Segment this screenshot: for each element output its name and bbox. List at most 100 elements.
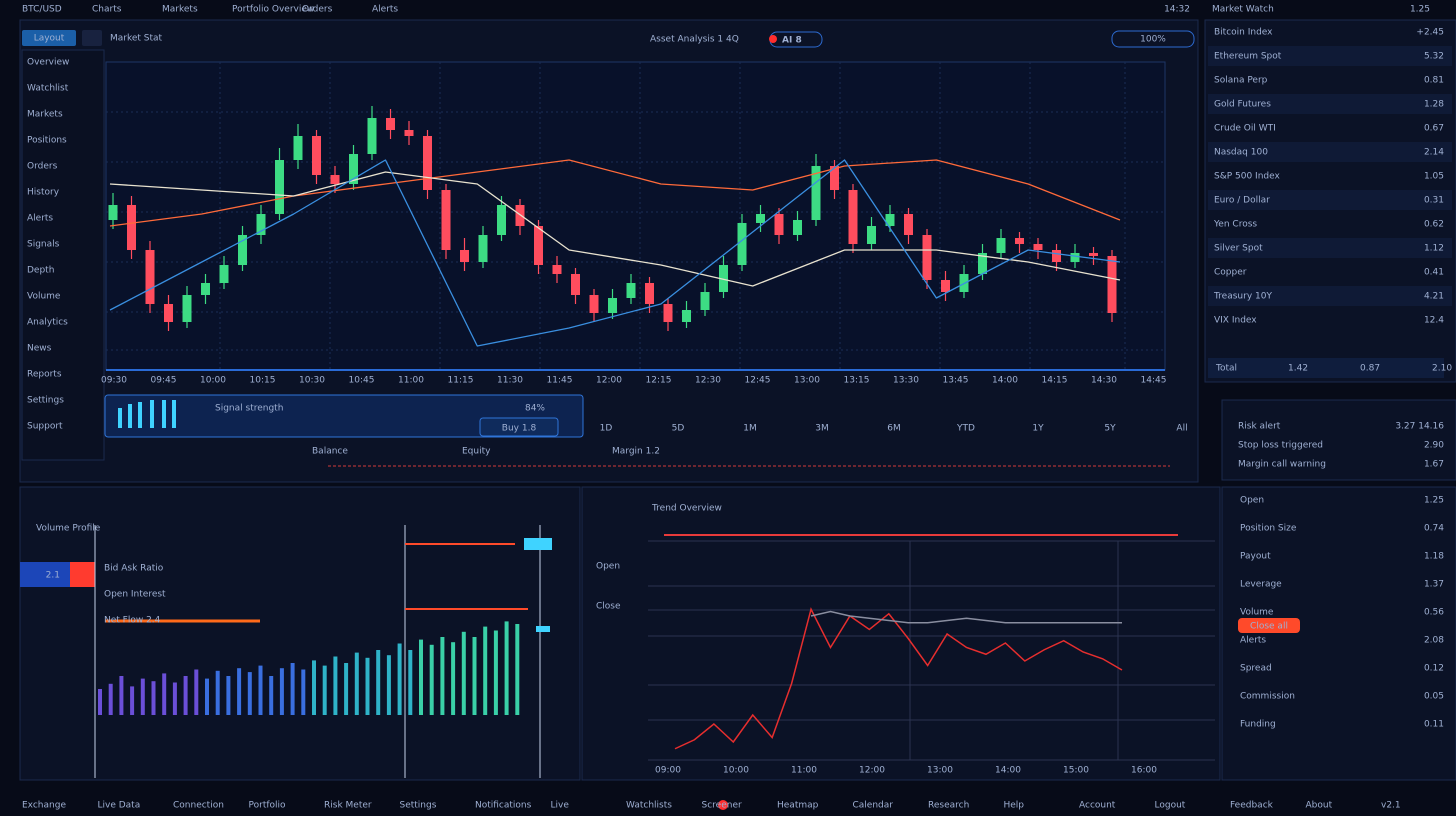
left-menu-item[interactable]: Depth: [27, 266, 54, 276]
range-tab[interactable]: 5Y: [1104, 424, 1116, 434]
detail-name: Commission: [1240, 692, 1295, 702]
left-menu-item[interactable]: Reports: [27, 370, 62, 380]
footer-item[interactable]: Live: [551, 801, 570, 811]
candle-body: [1089, 253, 1098, 256]
left-menu-item[interactable]: Settings: [27, 396, 64, 406]
time-label: 14:45: [1141, 376, 1167, 386]
range-tab[interactable]: 1D: [600, 424, 613, 434]
range-tab[interactable]: YTD: [956, 424, 975, 434]
footer-item[interactable]: Live Data: [98, 801, 141, 811]
volume-bar: [344, 663, 348, 715]
watch-row-name[interactable]: Copper: [1214, 268, 1247, 278]
zoom[interactable]: 100%: [1140, 35, 1166, 45]
price-marker: [536, 626, 550, 632]
candle-body: [183, 295, 192, 322]
left-menu-item[interactable]: History: [27, 188, 60, 198]
volume-bar: [184, 676, 188, 715]
trend-x-label: 09:00: [655, 766, 681, 776]
footer-item[interactable]: Exchange: [22, 801, 66, 811]
footer-item[interactable]: Calendar: [853, 801, 894, 811]
left-menu-item[interactable]: Orders: [27, 162, 58, 172]
volume-bar: [387, 655, 391, 715]
volume-bar: [323, 666, 327, 715]
watch-row-name[interactable]: S&P 500 Index: [1214, 172, 1281, 182]
left-menu-item[interactable]: Alerts: [27, 214, 53, 224]
watch-row-name[interactable]: Crude Oil WTI: [1214, 124, 1276, 134]
candle-body: [331, 175, 340, 184]
candle-body: [164, 304, 173, 322]
candle-body: [775, 214, 784, 235]
watch-row-name[interactable]: Nasdaq 100: [1214, 148, 1268, 158]
footer-item[interactable]: About: [1306, 801, 1333, 811]
top-menu-item[interactable]: Orders: [302, 5, 333, 15]
left-menu-item[interactable]: Positions: [27, 136, 67, 146]
watch-row-name[interactable]: Euro / Dollar: [1214, 196, 1270, 206]
watch-row-name[interactable]: Solana Perp: [1214, 76, 1268, 86]
candle-body: [997, 238, 1006, 253]
top-menu-item[interactable]: BTC/USD: [22, 5, 62, 15]
watch-row-value: 0.67: [1424, 124, 1444, 134]
left-menu-item[interactable]: Overview: [27, 58, 69, 68]
detail-value: 0.05: [1424, 692, 1444, 702]
left-menu-item[interactable]: Support: [27, 422, 63, 432]
left-menu-item[interactable]: Volume: [27, 292, 61, 302]
left-menu-item[interactable]: Analytics: [27, 318, 68, 328]
footer-item[interactable]: Screener: [702, 801, 742, 811]
left-menu-item[interactable]: Signals: [27, 240, 60, 250]
candle-body: [405, 130, 414, 136]
candle-body: [627, 283, 636, 298]
candle-body: [423, 136, 432, 190]
footer-item[interactable]: Watchlists: [626, 801, 672, 811]
volume-bar: [473, 637, 477, 715]
footer-item[interactable]: Research: [928, 801, 969, 811]
footer-item[interactable]: Feedback: [1230, 801, 1274, 811]
badge: AI 8: [782, 36, 802, 46]
top-menu-item[interactable]: Alerts: [372, 5, 398, 15]
volume-bar: [355, 653, 359, 715]
left-menu-item[interactable]: News: [27, 344, 52, 354]
watch-row-name[interactable]: VIX Index: [1214, 316, 1257, 326]
top-menu-item[interactable]: Markets: [162, 5, 198, 15]
footer-item[interactable]: Connection: [173, 801, 224, 811]
footer-item[interactable]: Heatmap: [777, 801, 819, 811]
detail-value: 0.11: [1424, 720, 1444, 730]
range-tab[interactable]: 1Y: [1032, 424, 1044, 434]
layout-tab[interactable]: Layout: [34, 34, 65, 44]
alert-name: Margin call warning: [1238, 460, 1326, 470]
menu-button[interactable]: [82, 30, 102, 46]
trend-y-label: Close: [596, 602, 621, 612]
left-menu-item[interactable]: Watchlist: [27, 84, 69, 94]
clock: 14:32: [1164, 5, 1190, 15]
watch-row-name[interactable]: Silver Spot: [1214, 244, 1263, 254]
watch-row-value: 0.62: [1424, 220, 1444, 230]
watch-row-name[interactable]: Bitcoin Index: [1214, 28, 1273, 38]
time-label: 12:45: [745, 376, 771, 386]
footer-item[interactable]: Portfolio: [249, 801, 287, 811]
footer-item[interactable]: Account: [1079, 801, 1116, 811]
detail-name: Leverage: [1240, 580, 1282, 590]
status-button[interactable]: Buy 1.8: [502, 424, 537, 434]
footer-item[interactable]: v2.1: [1381, 801, 1401, 811]
watch-row-value: 4.21: [1424, 292, 1444, 302]
watch-row-name[interactable]: Treasury 10Y: [1213, 292, 1272, 302]
watch-row-name[interactable]: Ethereum Spot: [1214, 52, 1282, 62]
range-tab[interactable]: 5D: [672, 424, 685, 434]
range-tab[interactable]: 1M: [743, 424, 757, 434]
trend-x-label: 13:00: [927, 766, 953, 776]
watch-row-value: 12.4: [1424, 316, 1444, 326]
footer-item[interactable]: Risk Meter: [324, 801, 372, 811]
alert-button-label[interactable]: Close all: [1250, 622, 1288, 632]
top-menu-item[interactable]: Charts: [92, 5, 122, 15]
watch-summary: Total: [1215, 364, 1237, 374]
footer-item[interactable]: Help: [1004, 801, 1025, 811]
watch-row-name[interactable]: Yen Cross: [1213, 220, 1257, 230]
footer-item[interactable]: Settings: [400, 801, 437, 811]
range-tab[interactable]: 6M: [887, 424, 901, 434]
range-tab[interactable]: 3M: [815, 424, 829, 434]
left-menu-item[interactable]: Markets: [27, 110, 63, 120]
volume-bar: [291, 663, 295, 715]
footer-item[interactable]: Logout: [1155, 801, 1186, 811]
watch-row-name[interactable]: Gold Futures: [1214, 100, 1271, 110]
footer-item[interactable]: Notifications: [475, 801, 532, 811]
range-tab[interactable]: All: [1176, 424, 1187, 434]
